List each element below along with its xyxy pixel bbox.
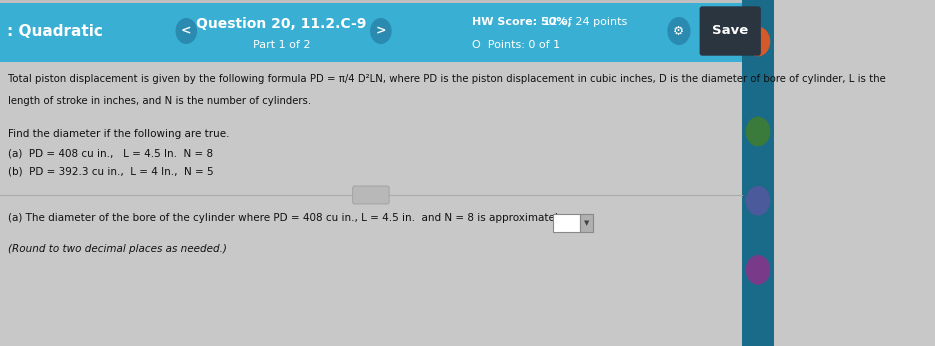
Text: ⚙: ⚙ bbox=[673, 25, 684, 37]
Text: length of stroke in inches, and N is the number of cylinders.: length of stroke in inches, and N is the… bbox=[8, 96, 311, 106]
Bar bbox=[554, 214, 580, 232]
Text: (Round to two decimal places as needed.): (Round to two decimal places as needed.) bbox=[8, 244, 227, 254]
Text: Find the diameter if the following are true.: Find the diameter if the following are t… bbox=[8, 129, 230, 139]
Bar bbox=[741, 0, 774, 346]
Bar bbox=[0, 0, 741, 3]
Bar bbox=[0, 0, 741, 62]
Text: Part 1 of 2: Part 1 of 2 bbox=[252, 40, 310, 49]
Circle shape bbox=[746, 186, 770, 216]
Text: (a)  PD = 408 cu in.,   L = 4.5 In.  N = 8: (a) PD = 408 cu in., L = 4.5 In. N = 8 bbox=[8, 149, 213, 159]
FancyBboxPatch shape bbox=[699, 6, 761, 56]
Text: : Quadratic: : Quadratic bbox=[7, 24, 103, 38]
Text: O  Points: 0 of 1: O Points: 0 of 1 bbox=[472, 40, 560, 49]
Text: (a) The diameter of the bore of the cylinder where PD = 408 cu in., L = 4.5 in. : (a) The diameter of the bore of the cyli… bbox=[8, 213, 565, 223]
Bar bbox=[580, 214, 593, 232]
Text: Question 20, 11.2.C-9: Question 20, 11.2.C-9 bbox=[196, 17, 367, 30]
Circle shape bbox=[370, 18, 392, 44]
Text: Save: Save bbox=[712, 25, 748, 37]
Circle shape bbox=[668, 17, 691, 45]
FancyBboxPatch shape bbox=[352, 186, 389, 204]
Text: HW Score: 50%,: HW Score: 50%, bbox=[472, 17, 571, 27]
Circle shape bbox=[746, 117, 770, 146]
Circle shape bbox=[746, 27, 770, 56]
Text: ▼: ▼ bbox=[583, 220, 589, 226]
Bar bbox=[0, 62, 774, 346]
Text: (b)  PD = 392.3 cu in.,  L = 4 In.,  N = 5: (b) PD = 392.3 cu in., L = 4 In., N = 5 bbox=[8, 166, 214, 176]
Text: Total piston displacement is given by the following formula PD = π/4 D²LN, where: Total piston displacement is given by th… bbox=[8, 74, 886, 84]
Text: >: > bbox=[376, 25, 386, 37]
Circle shape bbox=[176, 18, 197, 44]
Circle shape bbox=[746, 255, 770, 285]
Text: <: < bbox=[181, 25, 192, 37]
Text: 12 of 24 points: 12 of 24 points bbox=[539, 17, 627, 27]
